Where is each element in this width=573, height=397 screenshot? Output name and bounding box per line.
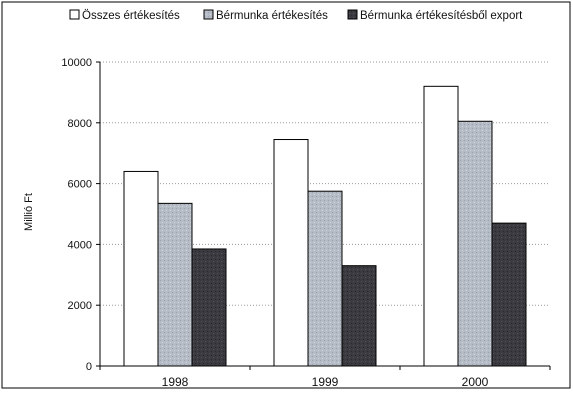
bar-1-2000 (423, 85, 459, 367)
y-tick-label: 2000 (68, 300, 92, 312)
bar-3-2000 (491, 222, 527, 367)
y-tick-labels: 0 2000 4000 6000 8000 10000 (61, 57, 100, 373)
y-axis-label: Millió Ft (23, 193, 35, 231)
legend-label-3: Bérmunka értékesítésből export (360, 10, 523, 22)
bar-2-2000 (457, 120, 493, 367)
legend-swatch-3 (347, 9, 358, 20)
axes (99, 62, 551, 370)
x-tick-label: 1998 (162, 375, 189, 389)
legend: Összes értékesítés Bérmunka értékesítés Bé… (69, 9, 523, 22)
x-tick-label: 1999 (312, 375, 339, 389)
bar-3-1998 (191, 248, 227, 367)
legend-swatch-2 (203, 9, 214, 20)
legend-label-2: Bérmunka értékesítés (216, 10, 328, 22)
y-tick-label: 0 (86, 361, 92, 373)
y-tick-label: 4000 (68, 239, 92, 251)
bar-1-1999 (273, 139, 309, 367)
legend-swatch-1 (69, 9, 80, 20)
bar-2-1999 (307, 190, 343, 367)
bar-3-1999 (341, 265, 377, 367)
legend-label-1: Összes értékesítés (82, 10, 180, 22)
y-tick-label: 6000 (68, 179, 92, 191)
x-tick-label: 2000 (462, 375, 489, 389)
bar-1-1998 (123, 170, 159, 367)
x-tick-labels: 1998 1999 2000 (162, 375, 489, 389)
y-tick-label: 10000 (61, 57, 92, 69)
y-tick-label: 8000 (68, 118, 92, 130)
bars (123, 85, 527, 367)
bar-2-1998 (157, 202, 193, 367)
